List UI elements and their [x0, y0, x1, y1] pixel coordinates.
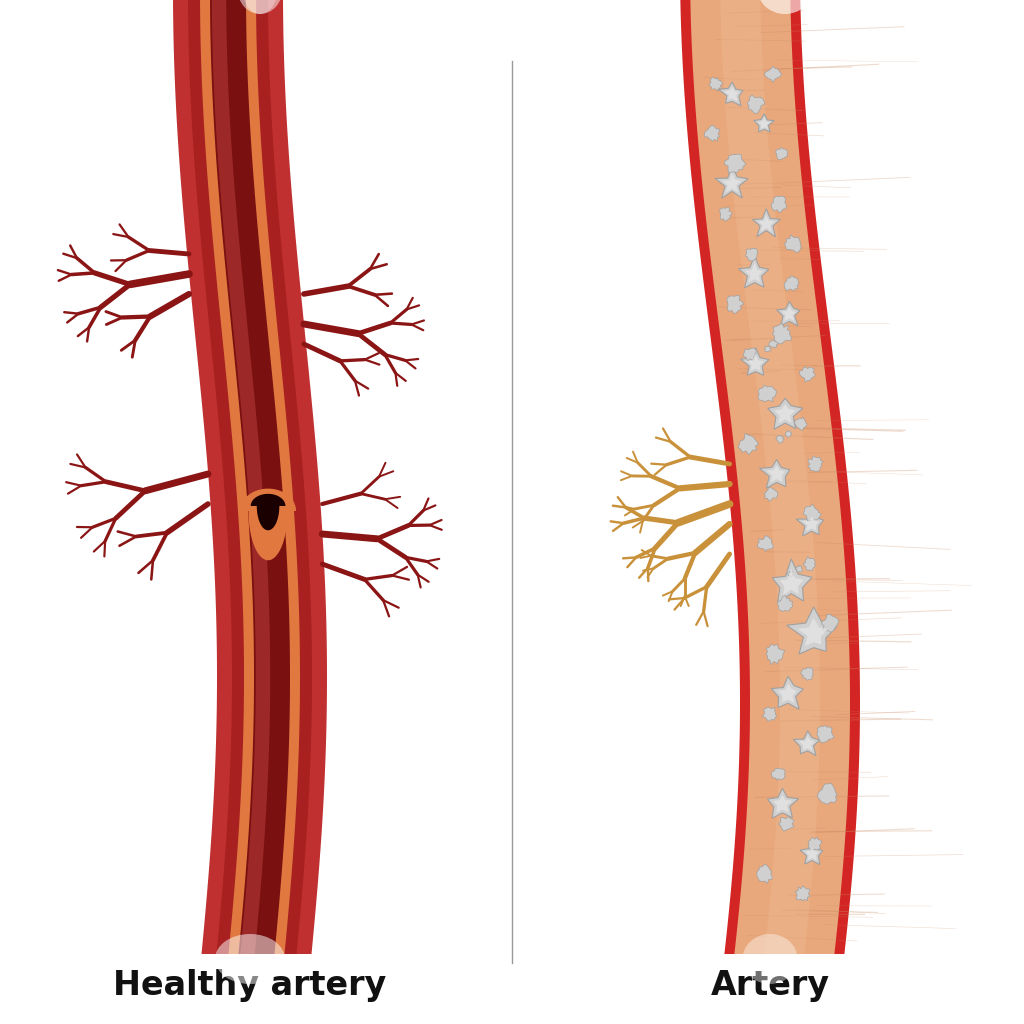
Polygon shape — [777, 301, 800, 326]
Polygon shape — [771, 196, 786, 213]
Ellipse shape — [742, 934, 798, 984]
Polygon shape — [803, 504, 821, 521]
Ellipse shape — [243, 0, 278, 14]
Polygon shape — [757, 864, 772, 884]
Polygon shape — [680, 0, 860, 954]
Polygon shape — [764, 67, 781, 83]
Polygon shape — [690, 0, 850, 954]
Polygon shape — [771, 768, 785, 780]
Polygon shape — [795, 886, 810, 901]
Polygon shape — [808, 837, 822, 850]
Text: Artery: Artery — [711, 970, 829, 1002]
Polygon shape — [821, 614, 839, 632]
Polygon shape — [776, 435, 784, 443]
Polygon shape — [746, 354, 764, 371]
Polygon shape — [738, 256, 769, 288]
Polygon shape — [715, 166, 749, 199]
Polygon shape — [787, 571, 794, 577]
Polygon shape — [801, 667, 813, 680]
Polygon shape — [768, 398, 803, 429]
Polygon shape — [766, 644, 784, 665]
Polygon shape — [771, 676, 803, 710]
Polygon shape — [767, 788, 799, 818]
Polygon shape — [785, 431, 792, 437]
Polygon shape — [808, 456, 823, 471]
Polygon shape — [778, 816, 795, 831]
Polygon shape — [173, 0, 327, 954]
Polygon shape — [786, 607, 837, 654]
Polygon shape — [738, 433, 759, 455]
Polygon shape — [778, 683, 797, 703]
Polygon shape — [772, 559, 812, 603]
Polygon shape — [795, 417, 807, 430]
Polygon shape — [722, 173, 741, 193]
Polygon shape — [797, 511, 823, 536]
Polygon shape — [798, 617, 827, 646]
Polygon shape — [720, 0, 820, 954]
Polygon shape — [762, 707, 776, 721]
Polygon shape — [781, 306, 796, 322]
Polygon shape — [818, 783, 838, 804]
Polygon shape — [800, 844, 823, 864]
Polygon shape — [720, 208, 732, 221]
Polygon shape — [188, 0, 312, 954]
Polygon shape — [251, 494, 286, 530]
Polygon shape — [727, 296, 743, 314]
Polygon shape — [775, 147, 788, 160]
Polygon shape — [210, 0, 290, 954]
Polygon shape — [748, 95, 765, 114]
Polygon shape — [758, 385, 776, 402]
Polygon shape — [780, 569, 804, 595]
Ellipse shape — [215, 934, 285, 984]
Polygon shape — [719, 82, 743, 105]
Polygon shape — [803, 557, 815, 571]
Polygon shape — [709, 77, 723, 91]
Polygon shape — [743, 348, 756, 360]
Polygon shape — [760, 460, 790, 488]
Polygon shape — [769, 339, 778, 348]
Polygon shape — [799, 736, 815, 751]
Polygon shape — [240, 488, 296, 560]
Polygon shape — [758, 536, 773, 551]
Polygon shape — [784, 234, 801, 253]
Polygon shape — [796, 565, 803, 572]
Polygon shape — [816, 725, 835, 743]
Polygon shape — [794, 731, 819, 756]
Polygon shape — [802, 516, 818, 531]
Polygon shape — [758, 215, 775, 231]
Polygon shape — [775, 404, 796, 423]
Polygon shape — [740, 347, 769, 375]
Polygon shape — [766, 465, 784, 482]
Polygon shape — [805, 848, 818, 860]
Polygon shape — [212, 0, 270, 954]
Text: Healthy artery: Healthy artery — [114, 970, 387, 1002]
Polygon shape — [764, 487, 778, 501]
Polygon shape — [724, 154, 745, 173]
Polygon shape — [758, 118, 770, 129]
Polygon shape — [784, 275, 799, 291]
Polygon shape — [764, 346, 771, 352]
Polygon shape — [773, 795, 793, 812]
Polygon shape — [744, 263, 763, 283]
Polygon shape — [772, 324, 792, 344]
Polygon shape — [724, 87, 738, 101]
Polygon shape — [800, 367, 815, 382]
Polygon shape — [754, 114, 774, 132]
Polygon shape — [753, 209, 780, 237]
Polygon shape — [777, 595, 793, 611]
Polygon shape — [745, 249, 758, 261]
Ellipse shape — [238, 0, 283, 14]
Polygon shape — [200, 0, 300, 954]
Polygon shape — [705, 125, 720, 141]
Ellipse shape — [758, 0, 812, 14]
